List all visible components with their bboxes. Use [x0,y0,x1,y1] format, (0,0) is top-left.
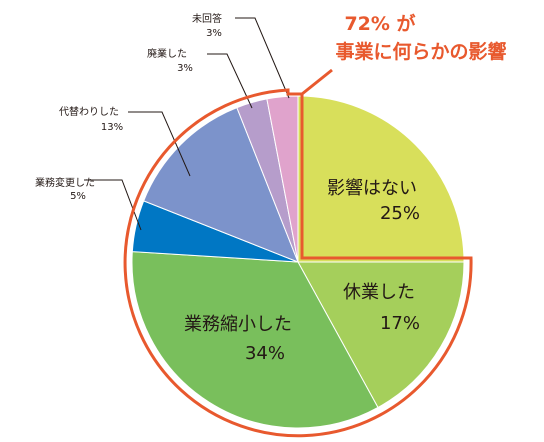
slice-影響はない-label: 影響はない [327,178,417,199]
slice-代替わりした [143,107,299,263]
slice-廃業した-value: 3% [177,63,193,74]
impact-highlight-outline [123,88,473,438]
slice-廃業した-leader [207,53,253,109]
slice-業務変更した-label: 業務変更した [35,176,95,189]
slice-休業した-value: 17% [380,313,420,334]
headline: 72% が 事業に何らかの影響 [335,12,506,63]
headline-line-1: 72% が [344,12,415,35]
slice-未回答-label: 未回答 [192,12,222,25]
slice-休業した-label: 休業した [343,282,415,303]
slice-休業した [297,261,465,409]
slice-業務変更した-value: 5% [70,191,86,202]
slice-影響はない-value: 25% [380,203,420,224]
slice-代替わりした-leader [128,111,191,177]
headline-line-2: 事業に何らかの影響 [335,40,506,63]
slice-labels: 影響はない 25% 休業した 17% 業務縮小した 34% 業務変更した 5% 代替わりした 13… [35,12,420,364]
leader-lines [84,17,290,231]
slice-代替わりした-label: 代替わりした [59,105,119,118]
slice-業務縮小した-value: 34% [245,343,285,364]
pie-slices [131,95,465,429]
slice-影響はない [297,95,465,263]
slice-業務縮小した [131,251,379,429]
slice-代替わりした-value: 13% [101,122,123,133]
slice-未回答-leader [235,17,290,99]
slice-業務縮小した-label: 業務縮小した [184,314,292,335]
slice-業務変更した-leader [84,179,142,231]
slice-未回答 [266,95,299,263]
slice-未回答-value: 3% [206,28,222,39]
headline-callout-line [301,68,333,96]
slice-廃業した-label: 廃業した [147,47,187,60]
